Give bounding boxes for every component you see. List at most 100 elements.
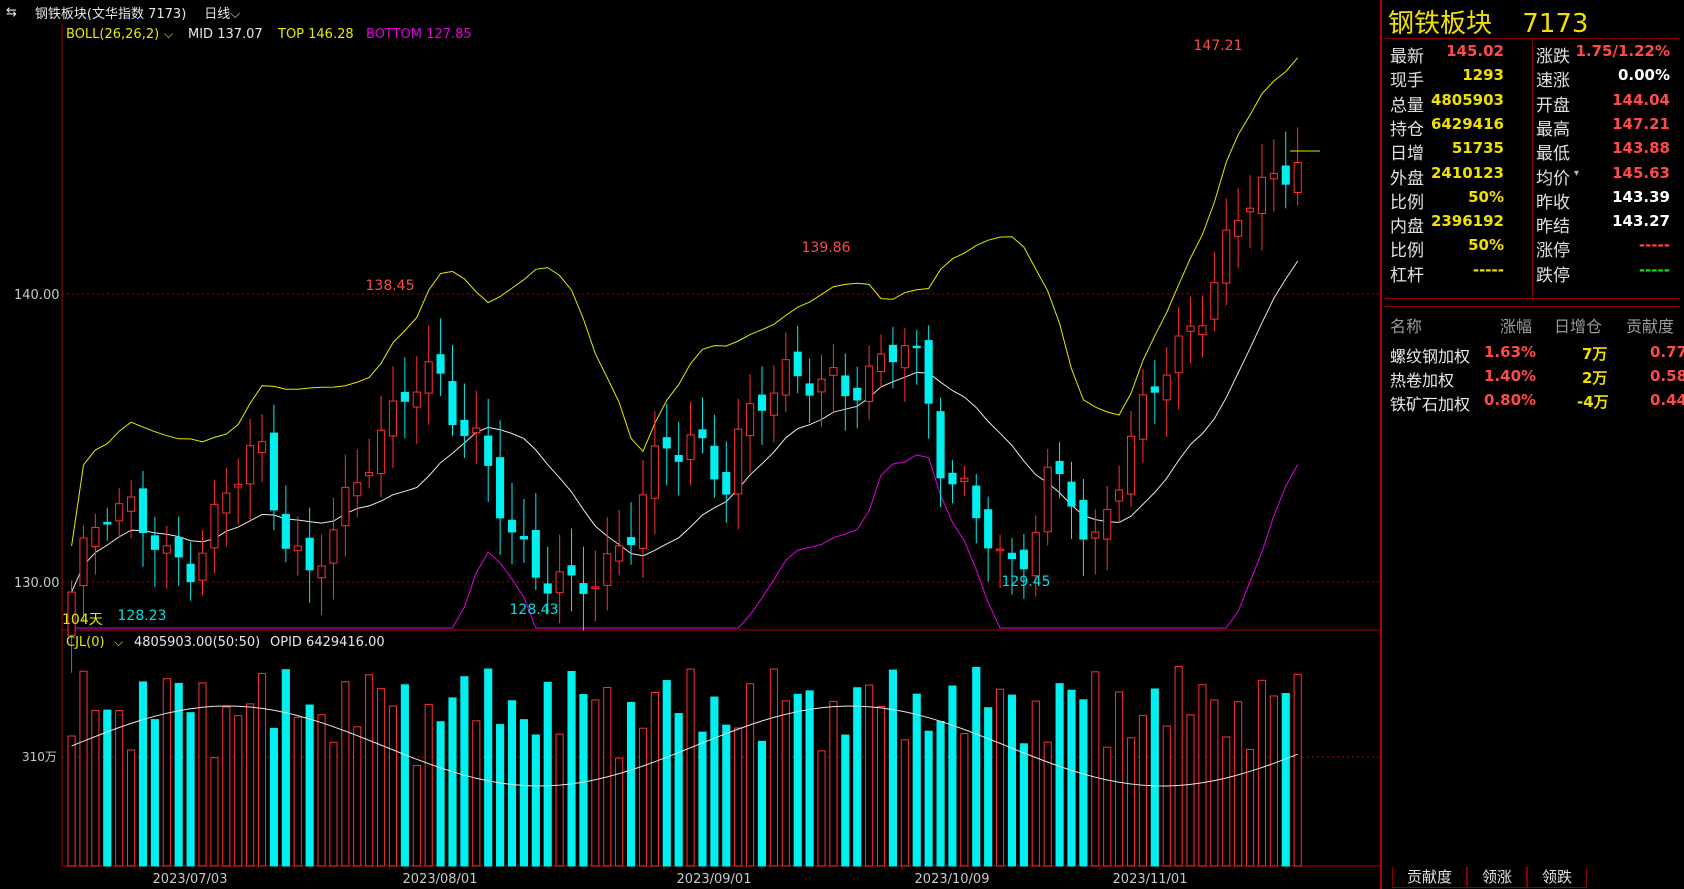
candle-body bbox=[281, 513, 290, 549]
tab-leading-down[interactable]: 领跌 bbox=[1527, 867, 1588, 888]
volume-bar bbox=[115, 710, 124, 867]
quote-label: 杠杆 bbox=[1390, 265, 1424, 286]
volume-bar bbox=[1234, 701, 1243, 867]
volume-bar bbox=[1269, 695, 1278, 867]
volume-bar bbox=[1257, 679, 1267, 867]
link-icon[interactable]: ⇆ bbox=[6, 4, 17, 20]
quote-value: 2410123 bbox=[1430, 163, 1504, 182]
candle-body bbox=[1245, 207, 1255, 213]
quote-value: 50% bbox=[1468, 236, 1504, 255]
chevron-down-icon: ⌵ bbox=[230, 6, 241, 22]
volume-bar bbox=[365, 674, 374, 867]
contribution-row[interactable]: 螺纹钢加权 1.63% 7万 0.77 bbox=[1384, 343, 1684, 369]
candle-body bbox=[67, 591, 76, 636]
candle-body bbox=[912, 345, 921, 349]
candle-body bbox=[793, 351, 802, 377]
quote-row: 内盘 2396192 昨结 143.27 bbox=[1384, 210, 1680, 238]
price-annotation: 129.45 bbox=[1002, 574, 1051, 590]
candle-body bbox=[234, 483, 243, 488]
candle-body bbox=[948, 472, 957, 485]
date-tick-label: 2023/09/01 bbox=[677, 872, 752, 887]
boll-mid-line bbox=[71, 260, 1299, 593]
volume-bar bbox=[79, 670, 88, 867]
candle-body bbox=[1162, 374, 1171, 401]
quote-value: 2396192 bbox=[1430, 212, 1504, 231]
date-tick-label: 2023/08/01 bbox=[403, 872, 478, 887]
quote-label: 比例 bbox=[1390, 192, 1424, 213]
candle-body bbox=[841, 375, 850, 397]
candle-body bbox=[198, 552, 207, 581]
contrib-value: 0.58 bbox=[1650, 367, 1684, 385]
volume-bar bbox=[1150, 688, 1159, 867]
candle-body bbox=[900, 345, 909, 369]
quote-panel: 钢铁板块 7173 最新 145.02 涨跌 1.75/1.22% 现手 1293 速涨 0.… bbox=[1384, 0, 1684, 889]
tab-leading-up[interactable]: 领涨 bbox=[1467, 867, 1528, 888]
quote-value: 143.39 bbox=[1612, 187, 1670, 206]
quote-value: 6429416 bbox=[1430, 114, 1504, 133]
volume-bar bbox=[912, 693, 921, 867]
candle-body bbox=[341, 486, 350, 527]
quote-label: 均价 bbox=[1536, 168, 1570, 189]
candles bbox=[67, 127, 1302, 673]
candle-body bbox=[186, 563, 195, 583]
indicator-label: BOTTOM 127.85 bbox=[366, 27, 472, 42]
contrib-name: 铁矿石加权 bbox=[1390, 395, 1471, 414]
volume-bar bbox=[579, 694, 588, 867]
candle-body bbox=[353, 482, 362, 497]
tab-contribution[interactable]: 贡献度 bbox=[1392, 867, 1468, 888]
quote-label: 涨跌 bbox=[1536, 47, 1570, 67]
volume-bar bbox=[341, 681, 350, 867]
candle-body bbox=[1126, 435, 1136, 495]
volume-bar bbox=[67, 735, 76, 867]
quote-value: ----- bbox=[1472, 260, 1504, 279]
quote-value: 0.00% bbox=[1617, 66, 1670, 85]
volume-bar bbox=[317, 714, 326, 867]
volume-bar bbox=[1186, 714, 1195, 867]
volume-bar bbox=[138, 681, 148, 867]
divider bbox=[1384, 306, 1680, 307]
volume-bar bbox=[257, 673, 267, 867]
candle-body bbox=[591, 586, 600, 589]
kline-chart[interactable]: 140.00 130.00 310万 BOLL(26,26,2) MID 137.07 T… bbox=[0, 24, 1380, 889]
volume-bar bbox=[127, 749, 136, 867]
quote-value: 50% bbox=[1468, 187, 1504, 206]
boll-bottom-line bbox=[71, 454, 1299, 629]
contribution-row[interactable]: 热卷加权 1.40% 2万 0.58 bbox=[1384, 367, 1684, 393]
quote-row: 杠杆 ----- 跌停 ----- bbox=[1384, 259, 1680, 286]
candle-body bbox=[1019, 549, 1028, 570]
candle-body bbox=[317, 565, 326, 579]
candle-body bbox=[698, 429, 707, 439]
caret-down-icon[interactable]: ▾ bbox=[1574, 167, 1580, 179]
volume-bar bbox=[234, 715, 243, 867]
candle-body bbox=[412, 391, 421, 408]
boll-bands bbox=[71, 57, 1299, 629]
volume-tick-label: 310万 bbox=[22, 750, 57, 764]
volume-bar bbox=[305, 704, 314, 867]
volume-bar bbox=[686, 668, 695, 867]
candle-body bbox=[1138, 394, 1147, 440]
contribution-row[interactable]: 铁矿石加权 0.80% -4万 0.44 bbox=[1384, 391, 1684, 417]
chart-toolbar: ⇆ 钢铁板块(文华指数 7173) 日线⌵ bbox=[0, 0, 1380, 24]
volume-bar bbox=[567, 671, 576, 867]
period-selector[interactable]: 日线⌵ bbox=[204, 3, 240, 22]
candle-body bbox=[1067, 481, 1076, 507]
quote-label: 昨结 bbox=[1536, 217, 1570, 238]
candle-body bbox=[805, 383, 814, 396]
candle-body bbox=[1269, 172, 1278, 180]
contrib-oi: 2万 bbox=[1582, 369, 1608, 387]
volume-bar bbox=[722, 724, 731, 867]
candle-body bbox=[853, 387, 862, 401]
bottom-tabs: 贡献度 领涨 领跌 bbox=[1392, 867, 1588, 889]
candle-body bbox=[1222, 229, 1231, 284]
candle-body bbox=[507, 519, 517, 533]
candle-body bbox=[1150, 386, 1159, 393]
candle-body bbox=[638, 494, 648, 549]
volume-bar bbox=[269, 727, 279, 867]
quote-value: ----- bbox=[1638, 236, 1670, 255]
quote-row: 现手 1293 速涨 0.00% bbox=[1384, 64, 1680, 91]
candle-body bbox=[876, 353, 886, 373]
candle-body bbox=[1174, 335, 1183, 374]
quote-value: 143.27 bbox=[1612, 212, 1670, 231]
quote-label: 最新 bbox=[1390, 47, 1424, 67]
candle-body bbox=[865, 365, 874, 402]
